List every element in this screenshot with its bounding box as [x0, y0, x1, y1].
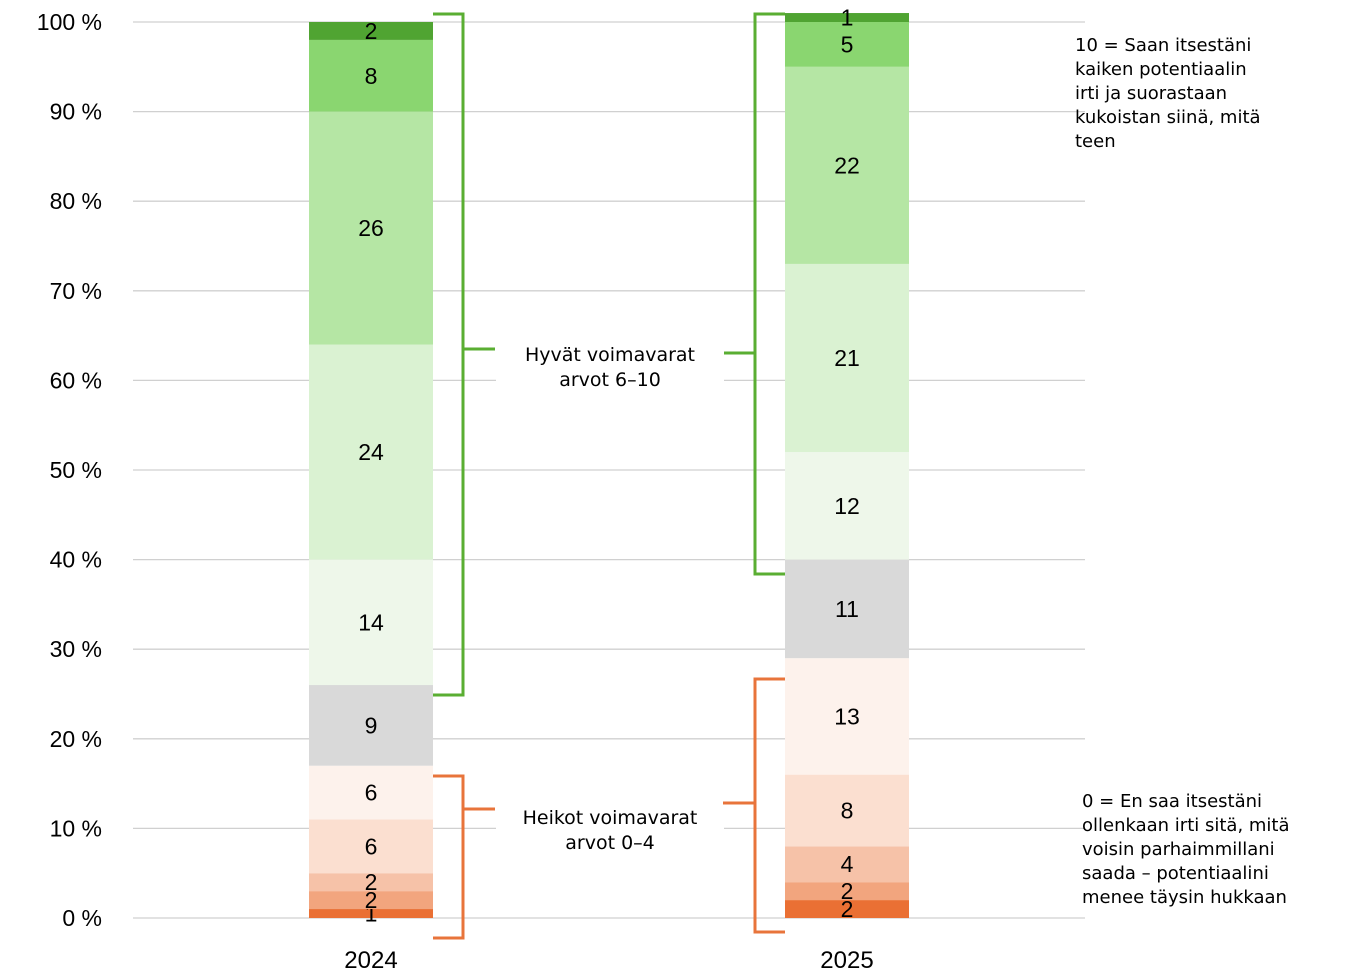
y-tick-label: 80 % [50, 188, 102, 214]
good-resources-line2: arvot 6–10 [559, 369, 661, 391]
data-label: 9 [365, 712, 378, 738]
bar-segment-2024-score-7 [309, 344, 433, 560]
good-bracket-2025 [723, 12, 785, 576]
data-label: 26 [358, 215, 384, 241]
bar-segment-2025-score-10 [785, 13, 909, 22]
data-label: 5 [841, 31, 854, 57]
y-tick-label: 0 % [62, 905, 102, 931]
x-category-label: 2024 [344, 947, 397, 971]
data-label: 6 [365, 780, 378, 806]
bar-segment-2024-score-4 [309, 765, 433, 820]
y-tick-label: 100 % [37, 9, 102, 35]
bar-segment-2024-score-10 [309, 22, 433, 40]
weak-resources-line1: Heikot voimavarat [522, 807, 698, 829]
data-label: 2 [841, 878, 854, 904]
data-label: 21 [834, 345, 860, 371]
data-label: 2 [365, 18, 378, 44]
data-label: 2 [841, 896, 854, 922]
data-label: 8 [365, 63, 378, 89]
x-axis: 2024 2025 [344, 947, 873, 971]
annotation-line: voisin parhaimmillani [1082, 839, 1275, 860]
data-label: 14 [358, 609, 384, 635]
y-tick-label: 90 % [50, 99, 102, 125]
bar-segment-2024-score-6 [309, 559, 433, 686]
data-label: 6 [365, 833, 378, 859]
y-tick-label: 60 % [50, 367, 102, 393]
annotation-line: irti ja suorastaan [1075, 83, 1228, 104]
annotation-line: kaiken potentiaalin [1075, 59, 1247, 80]
data-label: 13 [834, 703, 860, 729]
y-tick-label: 50 % [50, 457, 102, 483]
y-tick-label: 70 % [50, 278, 102, 304]
brackets [433, 12, 785, 940]
bar-segment-2024-score-2 [309, 873, 433, 892]
bottom-scale-annotation: 0 = En saa itsestäni ollenkaan irti sitä… [1082, 790, 1342, 910]
annotation-line: menee täysin hukkaan [1082, 887, 1287, 908]
weak-resources-label: Heikot voimavarat arvot 0–4 [496, 806, 724, 856]
y-axis: 0 % 10 % 20 % 30 % 40 % 50 % 60 % 70 % 80 % 90 % 1… [37, 9, 102, 931]
data-label: 2 [365, 869, 378, 895]
data-label: 24 [358, 439, 384, 465]
annotation-line: 0 = En saa itsestäni [1082, 791, 1263, 812]
data-label: 8 [841, 797, 854, 823]
data-label: 2 [365, 887, 378, 913]
bar-segment-2024-score-0 [309, 909, 433, 918]
annotation-line: ollenkaan irti sitä, mitä [1082, 815, 1290, 836]
y-tick-label: 20 % [50, 726, 102, 752]
bar-segment-2025-score-7 [785, 263, 909, 453]
bar-segment-2024-score-1 [309, 891, 433, 910]
bar-segment-2025-score-2 [785, 846, 909, 883]
good-resources-label: Hyvät voimavarat arvot 6–10 [496, 343, 724, 393]
bar-segment-2025-score-9 [785, 22, 909, 67]
data-label: 1 [841, 5, 854, 31]
bar-segment-2025-score-4 [785, 658, 909, 775]
bar-segment-2025-score-5 [785, 559, 909, 659]
y-tick-label: 10 % [50, 815, 102, 841]
bar-segment-2025-score-0 [785, 900, 909, 918]
annotation-line: teen [1075, 131, 1116, 152]
x-category-label: 2025 [820, 947, 873, 971]
gridlines [133, 21, 1085, 919]
bar-segment-2025-score-6 [785, 452, 909, 560]
annotation-line: kukoistan siinä, mitä [1075, 107, 1261, 128]
data-label: 12 [834, 493, 860, 519]
good-resources-line1: Hyvät voimavarat [525, 344, 695, 366]
annotation-line: 10 = Saan itsestäni [1075, 35, 1252, 56]
weak-bracket-2024 [433, 774, 495, 940]
y-tick-label: 40 % [50, 547, 102, 573]
bar-segment-2025-score-1 [785, 882, 909, 901]
weak-resources-line2: arvot 0–4 [565, 832, 655, 854]
bar-segment-2024-score-3 [309, 819, 433, 874]
annotation-line: saada – potentiaalini [1082, 863, 1269, 884]
bar-segment-2024-score-5 [309, 685, 433, 766]
top-scale-annotation: 10 = Saan itsestäni kaiken potentiaalin … [1075, 34, 1335, 154]
data-label: 22 [834, 152, 860, 178]
bar-segment-2025-score-8 [785, 66, 909, 264]
bar-segment-2024-score-8 [309, 111, 433, 345]
data-label: 11 [835, 596, 859, 622]
data-label: 4 [841, 851, 854, 877]
y-tick-label: 30 % [50, 636, 102, 662]
bar-segment-2025-score-3 [785, 774, 909, 847]
good-bracket-2024 [433, 12, 495, 697]
bar-segment-2024-score-9 [309, 39, 433, 112]
weak-bracket-2025 [723, 677, 785, 934]
